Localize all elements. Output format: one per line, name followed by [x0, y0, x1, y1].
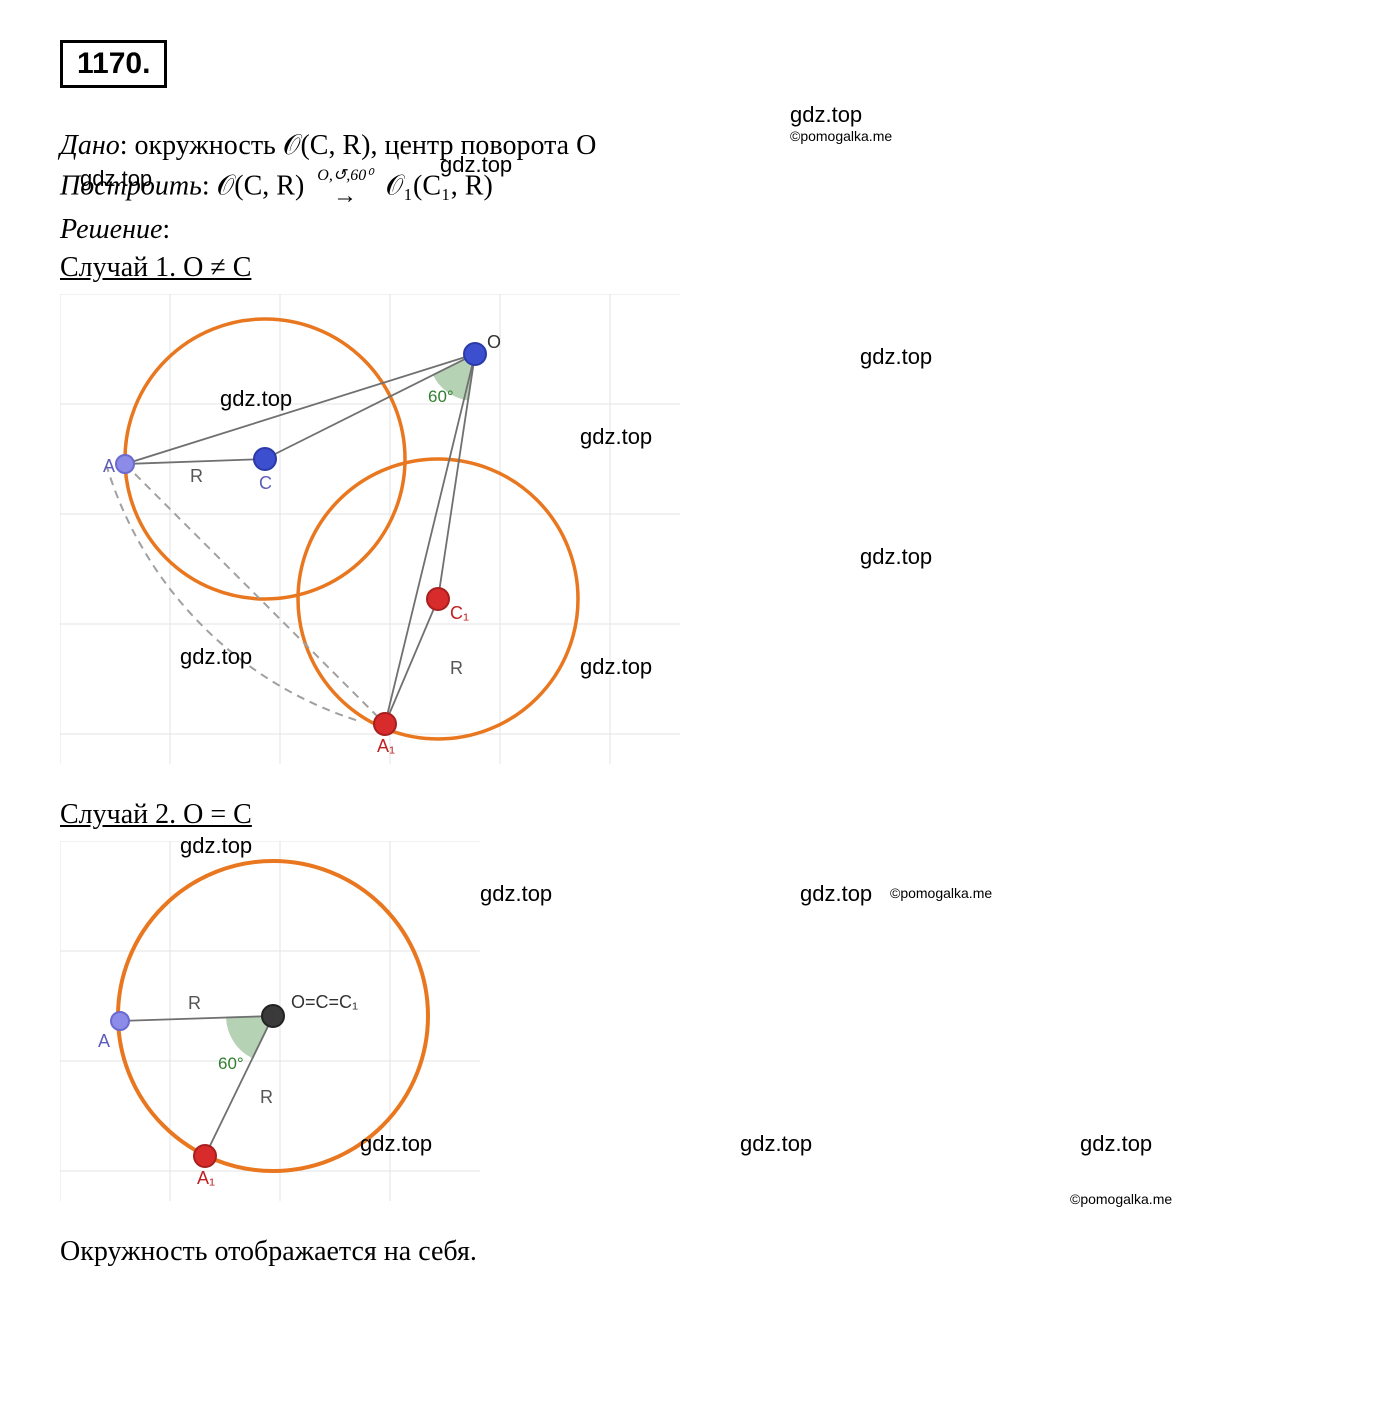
watermark-pomo: ©pomogalka.me — [1070, 1191, 1172, 1207]
solution-line: Решение: — [60, 214, 1340, 246]
svg-text:O=C=C₁: O=C=C₁ — [291, 992, 358, 1012]
diagram1-wrap: OCAC₁A₁RR60° gdz.top gdz.top gdz.top gdz… — [60, 294, 1340, 769]
svg-text:60°: 60° — [428, 387, 454, 406]
page: 1170. Дано: окружность 𝒪(C, R), центр по… — [0, 0, 1400, 1308]
given-line: Дано: окружность 𝒪(C, R), центр поворота… — [60, 130, 1340, 162]
given-label: Дано — [60, 130, 120, 161]
construct-right: 𝒪₁(C₁, R) — [386, 170, 493, 201]
diagram1-svg: O C A C₁ A₁ R R 60° — [60, 294, 680, 764]
svg-text:R: R — [260, 1087, 273, 1107]
arrow-annotation: O,↺,60⁰ — [317, 168, 372, 184]
arrow-symbol: → — [317, 184, 372, 208]
diagram2-wrap: O=C=C₁ A A₁ R R 60° gdz.top gdz.top gdz.top ©… — [60, 841, 1340, 1206]
diagram2-svg: O=C=C₁ A A₁ R R 60° — [60, 841, 480, 1201]
conclusion: Окружность отображается на себя. — [60, 1236, 1340, 1268]
problem-number: 1170. — [60, 40, 167, 88]
watermark-gdz: gdz.top — [790, 102, 862, 128]
watermark-gdz: gdz.top — [860, 344, 932, 370]
watermark-gdz: gdz.top — [860, 544, 932, 570]
given-text: : окружность 𝒪(C, R), центр поворота O — [120, 130, 597, 161]
watermark-gdz: gdz.top — [1080, 1131, 1152, 1157]
construct-left: 𝒪(C, R) — [217, 170, 305, 201]
watermark-gdz: gdz.top — [740, 1131, 812, 1157]
svg-text:R: R — [450, 658, 463, 678]
svg-text:A₁: A₁ — [377, 736, 395, 756]
svg-text:A: A — [103, 456, 115, 476]
case2-heading: Случай 2. O = C — [60, 799, 1340, 831]
svg-text:A₁: A₁ — [197, 1168, 215, 1188]
solution-label: Решение — [60, 214, 162, 245]
watermark-gdz: gdz.top — [800, 881, 872, 907]
arrow-stack: O,↺,60⁰ → — [317, 168, 372, 208]
case1-heading: Случай 1. O ≠ C — [60, 252, 1340, 284]
svg-text:60°: 60° — [218, 1054, 244, 1073]
svg-text:C₁: C₁ — [450, 603, 469, 623]
construct-label: Построить — [60, 170, 202, 201]
construct-line: Построить: 𝒪(C, R) O,↺,60⁰ → 𝒪₁(C₁, R) — [60, 168, 1340, 208]
svg-text:O: O — [487, 332, 501, 352]
watermark-gdz: gdz.top — [480, 881, 552, 907]
watermark-pomo: ©pomogalka.me — [890, 885, 992, 901]
svg-text:C: C — [259, 473, 272, 493]
svg-text:A: A — [98, 1031, 110, 1051]
svg-text:R: R — [188, 993, 201, 1013]
svg-text:R: R — [190, 466, 203, 486]
